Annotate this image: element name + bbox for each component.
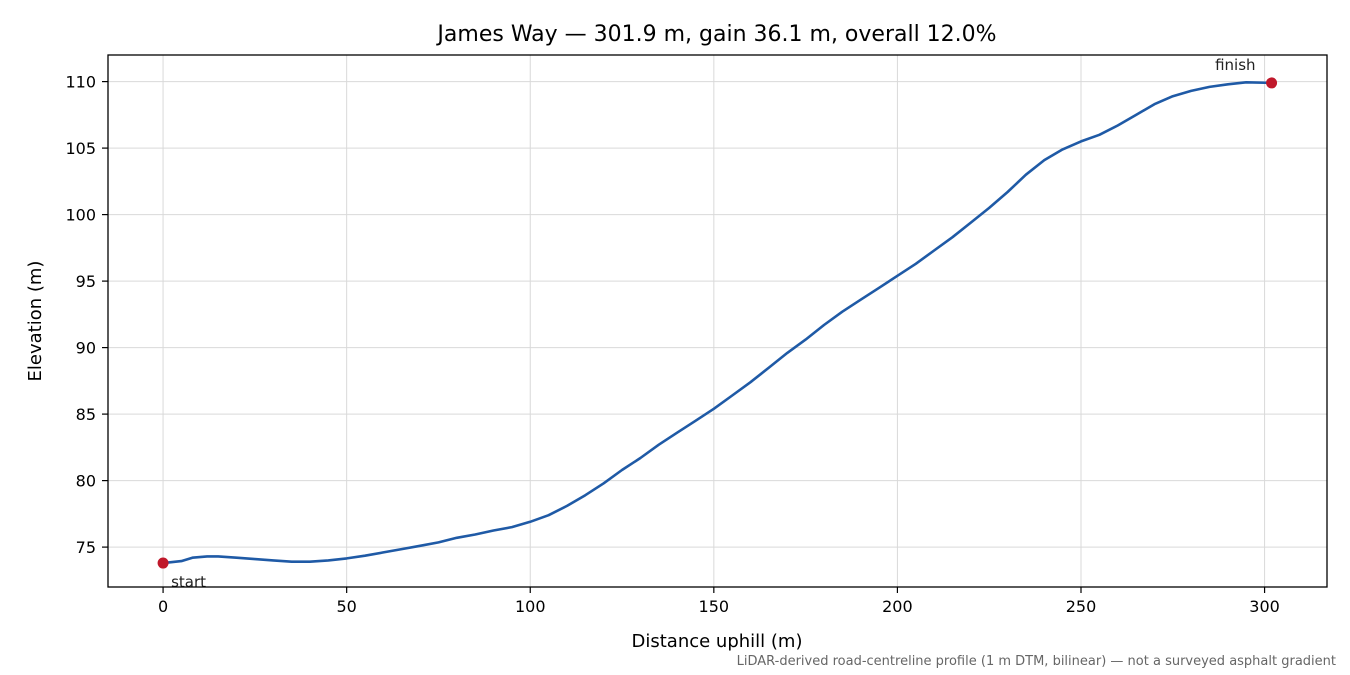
ticks: 0 50 100 150 200 250 300 75 80 85 90 95 100 105 110 <box>65 73 1279 616</box>
axes-frame <box>107 54 1328 588</box>
x-axis-label: Distance uphill (m) <box>632 631 803 652</box>
finish-label: finish <box>1215 56 1255 74</box>
y-tick-label: 95 <box>76 272 96 291</box>
grid <box>108 55 1327 587</box>
y-axis-label: Elevation (m) <box>25 261 46 382</box>
elevation-profile-line <box>161 81 1273 565</box>
y-tick-label: 75 <box>76 538 96 557</box>
x-tick-label: 50 <box>336 597 356 616</box>
y-tick-label: 80 <box>76 472 96 491</box>
chart-title: James Way — 301.9 m, gain 36.1 m, overal… <box>435 22 996 47</box>
y-tick-label: 90 <box>76 339 96 358</box>
x-tick-label: 250 <box>1066 597 1097 616</box>
start-marker <box>157 557 169 569</box>
plot-area: start finish <box>157 56 1278 591</box>
y-tick-label: 85 <box>76 405 96 424</box>
footnote: LiDAR-derived road-centreline profile (1… <box>737 654 1336 669</box>
x-tick-label: 100 <box>515 597 546 616</box>
y-tick-label: 105 <box>65 139 96 158</box>
x-tick-label: 0 <box>158 597 168 616</box>
y-tick-label: 100 <box>65 206 96 225</box>
start-label: start <box>171 573 206 591</box>
x-tick-label: 150 <box>699 597 730 616</box>
x-tick-label: 200 <box>882 597 913 616</box>
y-tick-label: 110 <box>65 73 96 92</box>
finish-marker <box>1266 77 1278 89</box>
x-tick-label: 300 <box>1249 597 1280 616</box>
